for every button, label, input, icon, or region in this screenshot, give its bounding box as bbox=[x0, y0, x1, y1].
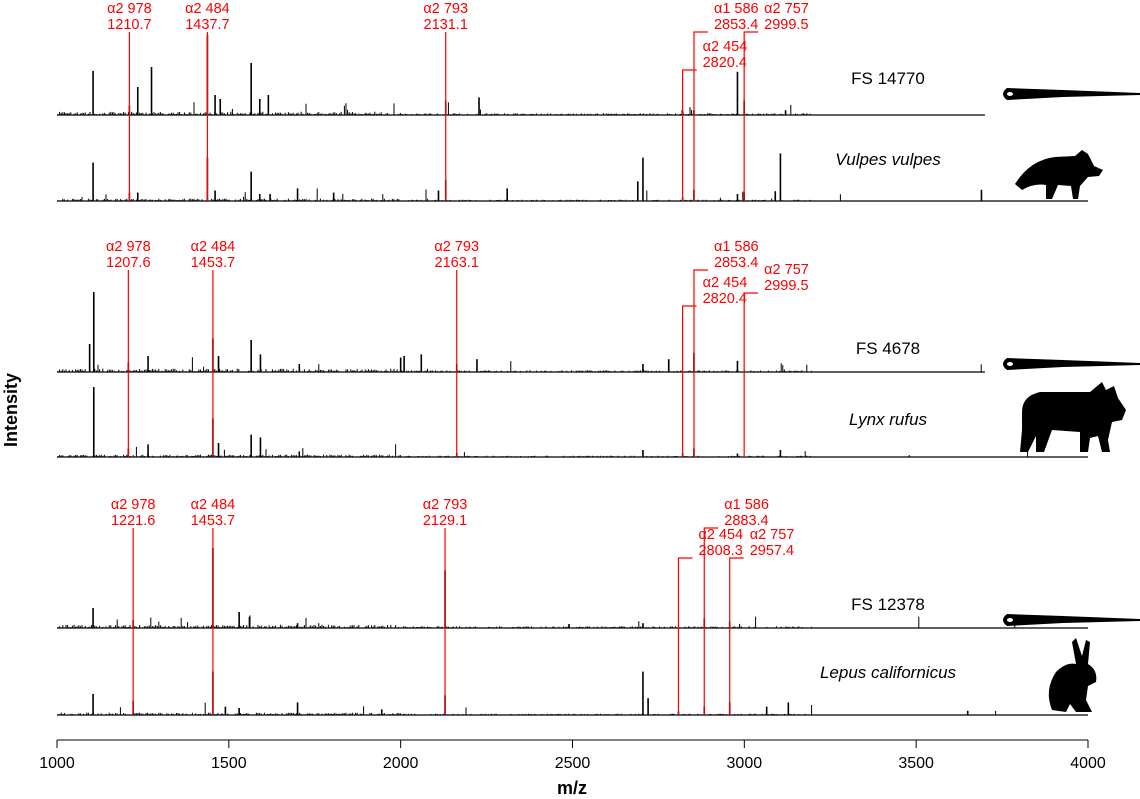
annotation-line bbox=[693, 269, 708, 457]
x-tick-label: 1500 bbox=[211, 755, 247, 772]
bone-tool-eye bbox=[1007, 362, 1013, 366]
sample-spectrum-1-noise bbox=[57, 102, 811, 115]
sample-spectrum-2-noise bbox=[57, 357, 982, 372]
annotation-mz: 2820.4 bbox=[703, 55, 747, 71]
bone-tool-eye bbox=[1007, 618, 1013, 622]
annotation-mz: 2999.5 bbox=[764, 17, 808, 33]
reference-species-label: Lepus californicus bbox=[820, 663, 957, 682]
annotation-line bbox=[677, 557, 693, 715]
annotation-mz: 2808.3 bbox=[698, 543, 742, 559]
annotation-mz: 2999.5 bbox=[764, 278, 808, 294]
annotation-peptide: α2 978 bbox=[107, 1, 152, 17]
annotation-line bbox=[682, 69, 697, 201]
annotation-line bbox=[743, 292, 759, 457]
annotation-mz: 2853.4 bbox=[714, 255, 758, 271]
bone-tool-icon bbox=[1003, 88, 1140, 100]
x-tick-label: 3500 bbox=[898, 755, 934, 772]
annotation-peptide: α2 793 bbox=[423, 497, 468, 513]
bobcat-icon bbox=[1020, 382, 1126, 452]
annotation-peptide: α2 757 bbox=[750, 527, 795, 543]
annotation-peptide: α2 793 bbox=[434, 239, 479, 255]
annotation-mz: 2129.1 bbox=[423, 513, 467, 529]
annotation-peptide: α2 978 bbox=[111, 497, 156, 513]
annotation-peptide: α2 484 bbox=[191, 497, 236, 513]
annotation-line bbox=[682, 305, 697, 457]
sample-spectrum-3-noise bbox=[57, 615, 1016, 628]
annotation-peptide: α2 484 bbox=[185, 1, 230, 17]
annotation-mz: 1453.7 bbox=[191, 513, 235, 529]
annotation-mz: 1221.6 bbox=[111, 513, 155, 529]
reference-species-label: Lynx rufus bbox=[849, 410, 928, 429]
annotation-mz: 1207.6 bbox=[106, 255, 150, 271]
annotation-peptide: α2 484 bbox=[191, 239, 236, 255]
annotation-peptide: α2 454 bbox=[703, 275, 748, 291]
y-axis-title: Intensity bbox=[1, 373, 21, 447]
x-axis: 1000 1500 2000 2500 3000 3500 4000 bbox=[39, 739, 1106, 772]
bone-tool-icon bbox=[1003, 614, 1140, 626]
fox-icon bbox=[1015, 150, 1103, 199]
annotation-peptide: α2 454 bbox=[703, 39, 748, 55]
annotation-mz: 1437.7 bbox=[185, 17, 229, 33]
bobcat-shape bbox=[1020, 382, 1126, 452]
bone-tool-shape bbox=[1003, 358, 1140, 370]
bone-tool-icon bbox=[1003, 358, 1140, 370]
annotation-peptide: α2 454 bbox=[698, 527, 743, 543]
reference-spectrum-2-noise bbox=[57, 444, 1029, 457]
annotation-mz: 2131.1 bbox=[424, 17, 468, 33]
annotation-mz: 2883.4 bbox=[724, 513, 768, 529]
annotation-line bbox=[729, 557, 744, 715]
sample-label: FS 4678 bbox=[856, 339, 920, 358]
annotation-mz: 2957.4 bbox=[750, 543, 794, 559]
annotation-peptide: α2 757 bbox=[764, 1, 809, 17]
x-axis-title: m/z bbox=[557, 778, 587, 798]
x-tick-label: 2000 bbox=[383, 755, 419, 772]
sample-label: FS 12378 bbox=[851, 595, 925, 614]
bone-tool-eye bbox=[1007, 92, 1013, 96]
annotation-peptide: α1 586 bbox=[724, 497, 769, 513]
bone-tool-shape bbox=[1003, 614, 1140, 626]
annotation-line bbox=[693, 31, 708, 201]
annotation-peptide: α2 793 bbox=[423, 1, 468, 17]
fox-shape bbox=[1015, 150, 1103, 199]
hare-shape bbox=[1048, 638, 1097, 712]
annotation-mz: 2853.4 bbox=[714, 17, 758, 33]
annotation-peptide: α1 586 bbox=[714, 1, 759, 17]
reference-spectrum-1-noise bbox=[57, 188, 841, 201]
sample-label: FS 14770 bbox=[851, 69, 925, 88]
reference-species-label: Vulpes vulpes bbox=[835, 150, 941, 169]
reference-spectrum-3-noise bbox=[57, 702, 997, 715]
annotation-peptide: α2 757 bbox=[764, 262, 809, 278]
annotation-mz: 2163.1 bbox=[435, 255, 479, 271]
x-tick-label: 3000 bbox=[727, 755, 763, 772]
bone-tool-shape bbox=[1003, 88, 1140, 100]
annotation-mz: 2820.4 bbox=[703, 291, 747, 307]
annotation-line bbox=[743, 31, 759, 201]
annotation-line bbox=[703, 527, 719, 715]
x-tick-label: 4000 bbox=[1070, 755, 1106, 772]
annotation-peptide: α2 978 bbox=[106, 239, 151, 255]
annotation-mz: 1453.7 bbox=[191, 255, 235, 271]
x-tick-label: 2500 bbox=[555, 755, 591, 772]
x-tick-label: 1000 bbox=[39, 755, 75, 772]
hare-icon bbox=[1048, 638, 1097, 712]
annotation-mz: 1210.7 bbox=[107, 17, 151, 33]
annotation-peptide: α1 586 bbox=[714, 239, 759, 255]
